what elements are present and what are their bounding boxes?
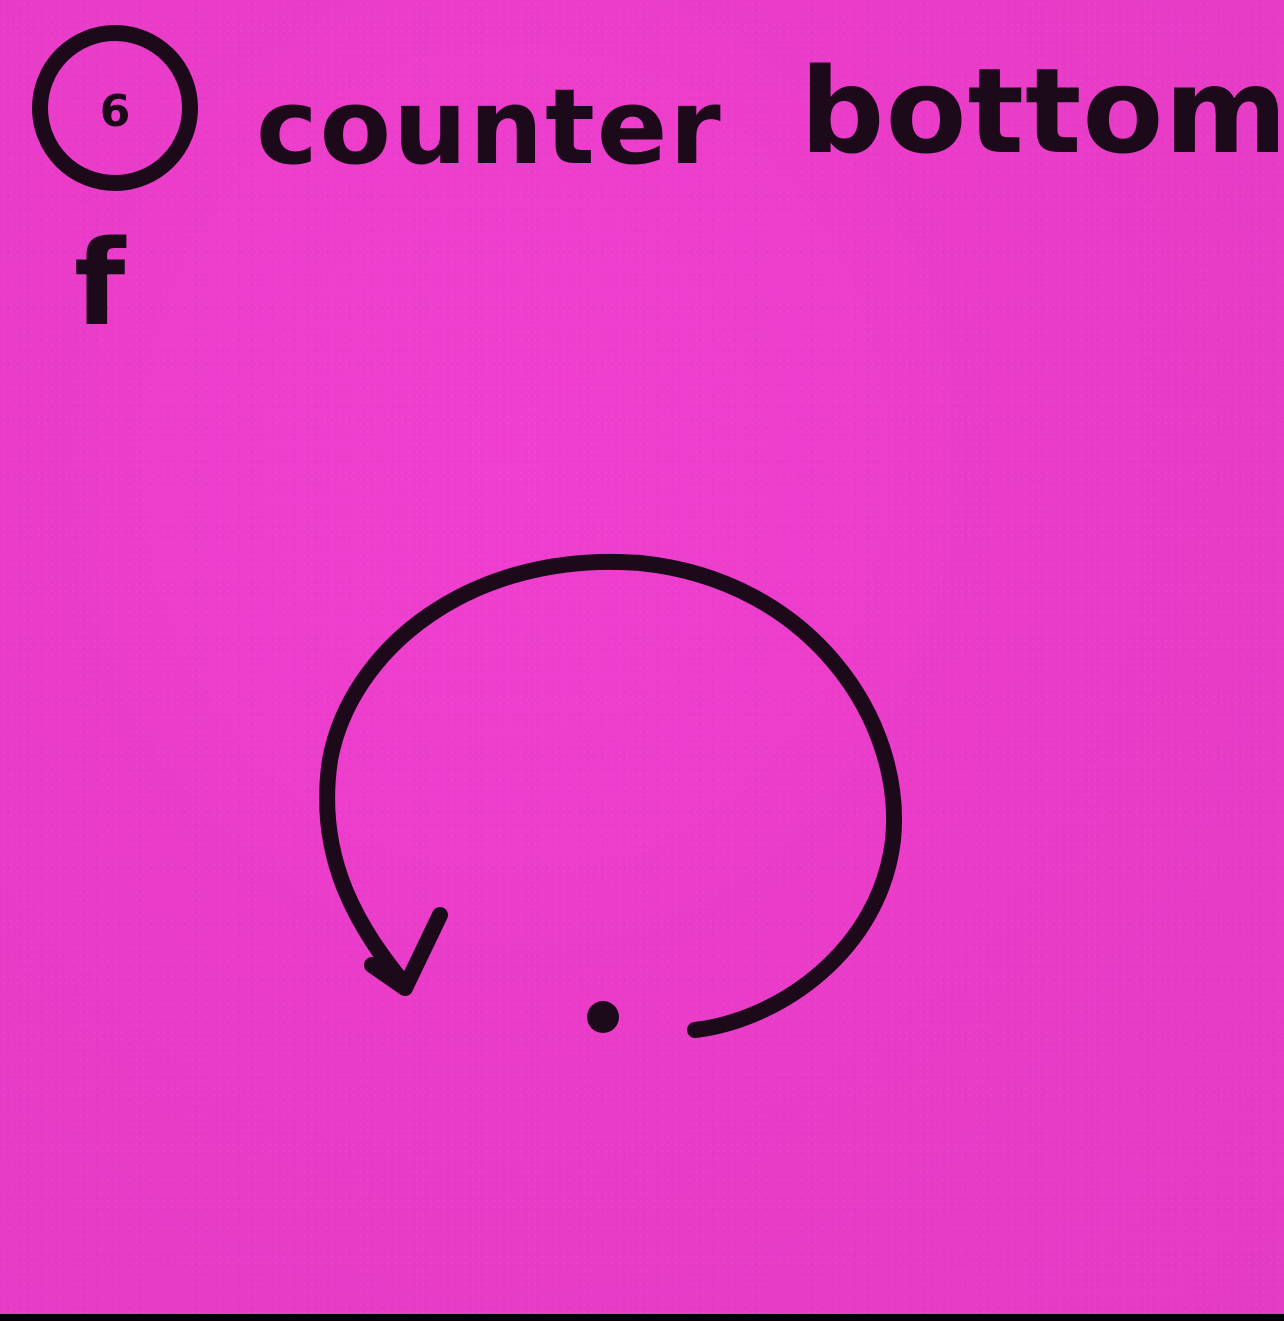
center-dot-icon bbox=[587, 1001, 619, 1033]
arrow-head-icon bbox=[364, 907, 448, 996]
side-letter: f bbox=[74, 214, 126, 352]
title-word-bottom: bottom bbox=[800, 42, 1284, 180]
title-word-counter: counter bbox=[256, 66, 723, 188]
step-number-circle bbox=[32, 25, 198, 191]
step-number: 6 bbox=[99, 86, 131, 137]
counterclockwise-arrow-icon bbox=[319, 553, 902, 1038]
